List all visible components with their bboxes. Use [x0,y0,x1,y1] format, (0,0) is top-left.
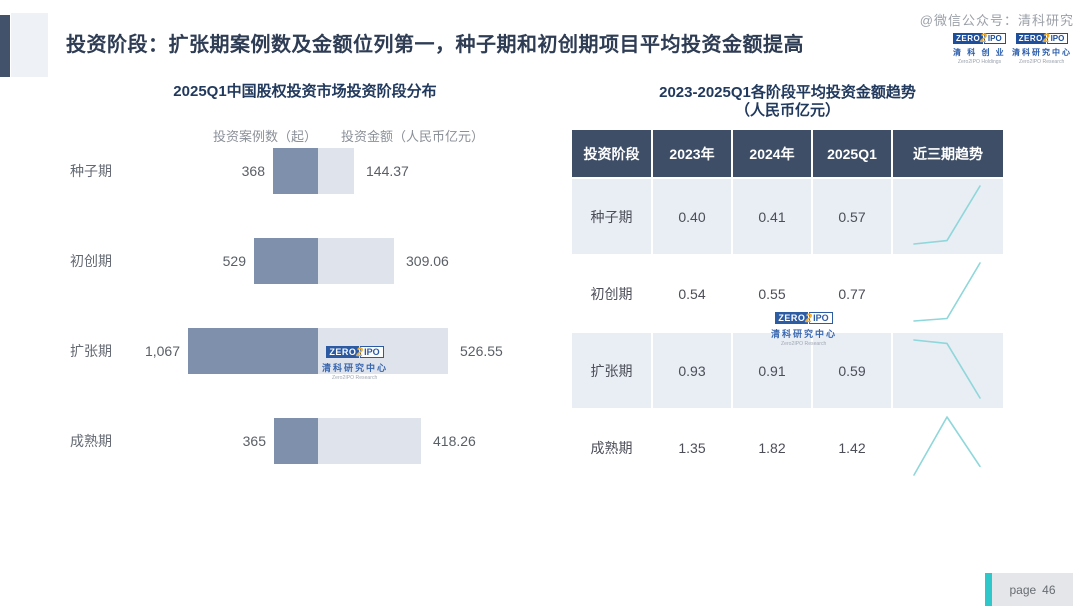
stage-label: 种子期 [70,163,112,179]
table-row-3-value-1: 0.93 [651,331,731,408]
table-header-4: 2025Q1 [811,130,891,177]
logo-zero-text: ZERO [326,346,360,358]
trend-sparkline [913,416,981,476]
table-title-line1: 2023-2025Q1各阶段平均投资金额趋势 [659,84,916,101]
logo-ipo-text: IPO [983,32,1006,44]
trend-sparkline [913,262,981,322]
logo-holdings-en: Zero2IPO Holdings [957,59,1002,65]
stage-label: 初创期 [70,253,112,269]
logo-zero-text: ZERO [953,32,984,44]
table-row-4-value-1: 1.35 [651,408,731,485]
page-number-box: page 46 [992,573,1073,606]
logo-research-en: Zero2IPO Research [781,341,827,347]
logo-research-cn: 清科研究中心 [322,363,389,373]
table-row-4-trend [891,408,1003,485]
table-row-4-value-3: 1.42 [811,408,891,485]
table-row-3-value-3: 0.59 [811,331,891,408]
trend-table: 投资阶段 2023年 2024年 2025Q1 近三期趋势种子期 0.40 0.41 0.57… [572,130,1003,485]
amount-value: 526.55 [460,343,503,359]
table-row-1-stage: 种子期 [572,177,651,254]
table-header-5: 近三期趋势 [891,130,1003,177]
table-row-1-trend [891,177,1003,254]
logo-ipo-text: IPO [809,312,833,324]
cases-bar [188,328,318,374]
amount-value: 144.37 [366,163,409,179]
table-row-4-stage: 成熟期 [572,408,651,485]
logo-two-text: 2 [1042,31,1050,45]
amount-value: 309.06 [406,253,449,269]
table-row-4-value-2: 1.82 [731,408,811,485]
table-row-2-stage: 初创期 [572,254,651,331]
bar-chart-panel: 2025Q1中国股权投资市场投资阶段分布 投资案例数（起） 投资金额（人民币亿元… [60,80,530,500]
page-number: 46 [1042,582,1056,597]
logo-row: ZERO 2 IPO [326,345,384,359]
page-title: 投资阶段：扩张期案例数及金额位列第一，种子期和初创期项目平均投资金额提高 [66,34,804,56]
table-row-1-value-1: 0.40 [651,177,731,254]
table-header-2: 2023年 [651,130,731,177]
logo-zero-text: ZERO [1015,32,1046,44]
stage-label: 扩张期 [70,343,112,359]
chart-row-1: 种子期 368 144.37 [60,148,530,194]
table-header-3: 2024年 [731,130,811,177]
table-title: 2023-2025Q1各阶段平均投资金额趋势 （人民币亿元） [572,84,1003,120]
chart-legend: 投资案例数（起） 投资金额（人民币亿元） [213,126,484,145]
legend-cases-label: 投资案例数（起） [213,129,318,144]
table-header-1: 投资阶段 [572,130,651,177]
trend-table-panel: 2023-2025Q1各阶段平均投资金额趋势 （人民币亿元） 投资阶段 2023年… [572,84,1003,485]
amount-bar [318,238,394,284]
zero2ipo-chart-watermark: ZERO 2 IPO 清科研究中心 Zero2IPO Research [322,345,388,381]
logo-two-text: 2 [356,345,364,359]
decor-bar-light [11,13,48,77]
table-row-1-value-2: 0.41 [731,177,811,254]
page-label: page [1009,582,1037,597]
table-title-line2: （人民币亿元） [734,102,840,119]
cases-value: 1,067 [144,343,180,359]
zero2ipo-holdings-logo: ZERO 2 IPO 清 科 创 业 Zero2IPO Holdings [953,31,1006,65]
logo-research-en: Zero2IPO Research [1019,59,1065,65]
cases-value: 368 [241,163,265,179]
amount-bar [318,148,354,194]
legend-amount-label: 投资金额（人民币亿元） [341,129,485,144]
logo-two-text: 2 [980,31,987,45]
stage-label: 成熟期 [70,433,112,449]
zero2ipo-table-watermark: ZERO 2 IPO 清科研究中心 Zero2IPO Research [771,311,837,347]
table-row-2-value-1: 0.54 [651,254,731,331]
amount-bar [318,418,421,464]
logo-row: ZERO 2 IPO [775,311,833,325]
cases-bar [274,418,318,464]
logo-row: ZERO 2 IPO [1015,31,1069,45]
logo-holdings-cn: 清 科 创 业 [953,48,1006,57]
chart-row-4: 成熟期 365 418.26 [60,418,530,464]
table-row-2-trend [891,254,1003,331]
chart-row-2: 初创期 529 309.06 [60,238,530,284]
table-row-3-trend [891,331,1003,408]
cases-value: 529 [222,253,246,269]
table-row-1-value-3: 0.57 [811,177,891,254]
table-row-3-stage: 扩张期 [572,331,651,408]
cases-bar [273,148,318,194]
logo-ipo-text: IPO [360,346,384,358]
cases-value: 365 [242,433,266,449]
logo-zero-text: ZERO [775,312,809,324]
wechat-watermark-text: @微信公众号：清科研究 [919,13,1074,28]
chart-row-3: 扩张期 1,067 526.55 [60,328,530,374]
logo-research-en: Zero2IPO Research [332,375,378,381]
page-badge: page 46 [985,573,1073,606]
decor-bar-dark [0,15,10,77]
left-chart-title: 2025Q1中国股权投资市场投资阶段分布 [173,83,437,100]
amount-value: 418.26 [433,433,476,449]
cases-bar [254,238,318,284]
trend-sparkline [913,339,981,399]
logo-two-text: 2 [805,311,813,325]
zero2ipo-research-logo: ZERO 2 IPO 清科研究中心 Zero2IPO Research [1012,31,1072,65]
logo-ipo-text: IPO [1046,32,1069,44]
trend-sparkline [913,185,981,245]
page-badge-accent [985,573,992,606]
table-row-3-value-2: 0.91 [731,331,811,408]
logo-research-cn: 清科研究中心 [1012,48,1072,57]
logo-row: ZERO 2 IPO [953,31,1006,45]
logo-research-cn: 清科研究中心 [771,329,838,339]
table-row-2-value-2: 0.55 [731,254,811,331]
